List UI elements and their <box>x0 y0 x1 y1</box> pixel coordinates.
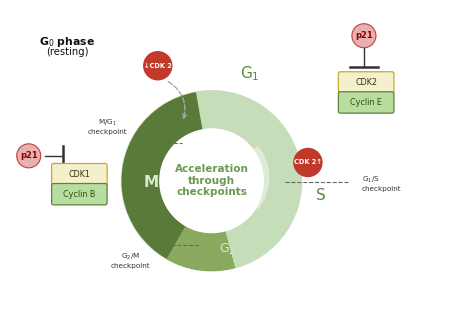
Text: Cyclin B: Cyclin B <box>63 190 95 199</box>
Text: (resting): (resting) <box>46 48 89 57</box>
Circle shape <box>352 24 376 48</box>
Text: Acceleration
through
checkpoints: Acceleration through checkpoints <box>175 164 248 197</box>
Text: G$_2$/M
checkpoint: G$_2$/M checkpoint <box>111 252 151 269</box>
Wedge shape <box>220 146 270 209</box>
Wedge shape <box>166 226 235 271</box>
Text: p21: p21 <box>20 151 38 160</box>
Circle shape <box>294 148 322 177</box>
Text: M: M <box>144 175 158 190</box>
Text: CDK1: CDK1 <box>68 170 90 179</box>
Text: G$_2$: G$_2$ <box>219 242 235 257</box>
Circle shape <box>160 129 263 232</box>
Text: M/G$_1$
checkpoint: M/G$_1$ checkpoint <box>87 118 127 135</box>
Text: G$_1$/S
checkpoint: G$_1$/S checkpoint <box>362 175 401 192</box>
Text: p21: p21 <box>355 31 373 40</box>
Text: CDK 2↑: CDK 2↑ <box>294 159 322 165</box>
Circle shape <box>17 144 41 168</box>
FancyBboxPatch shape <box>338 72 394 93</box>
Text: S: S <box>316 188 326 203</box>
Text: ↓CDK 2: ↓CDK 2 <box>144 63 172 69</box>
Text: Cyclin E: Cyclin E <box>350 98 382 107</box>
Text: G$_0$ phase: G$_0$ phase <box>39 36 95 49</box>
Circle shape <box>160 129 263 232</box>
Circle shape <box>144 52 172 80</box>
Wedge shape <box>122 92 235 271</box>
Text: CDK2: CDK2 <box>355 78 377 87</box>
FancyBboxPatch shape <box>52 184 107 205</box>
FancyArrowPatch shape <box>168 81 186 118</box>
Text: G$_1$: G$_1$ <box>240 65 260 83</box>
FancyBboxPatch shape <box>52 163 107 185</box>
FancyBboxPatch shape <box>338 92 394 113</box>
Circle shape <box>122 91 302 271</box>
